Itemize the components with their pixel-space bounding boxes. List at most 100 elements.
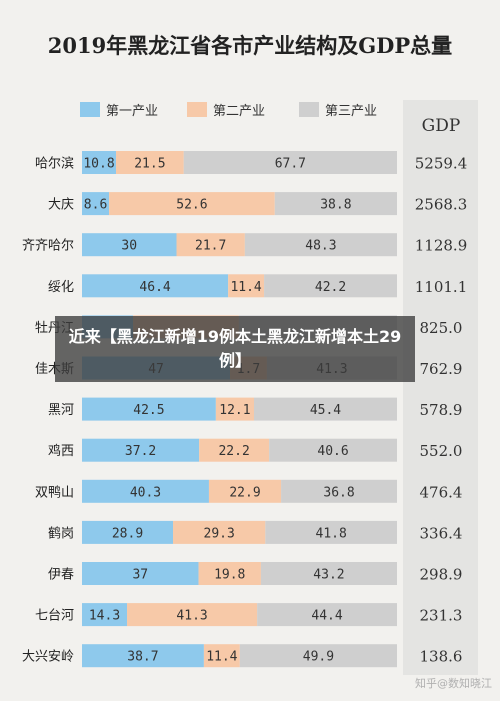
bar-segment: [253, 397, 397, 421]
bar-segment: [82, 274, 229, 298]
data-label: 11.4: [206, 650, 237, 665]
bar-segment: [208, 479, 282, 503]
bar-segment: [82, 151, 117, 174]
data-label: 41.3: [176, 609, 207, 624]
bar-segment: [176, 233, 245, 257]
data-label: 37: [132, 568, 148, 583]
gdp-value: 762.9: [420, 360, 463, 378]
data-label: 11.4: [230, 280, 261, 295]
data-label: 12.1: [219, 403, 250, 418]
bar-segment: [183, 151, 397, 174]
gdp-value: 578.9: [420, 401, 463, 419]
data-label: 14.3: [89, 609, 120, 624]
category-label: 双鸭山: [35, 485, 74, 500]
data-label: 42.2: [315, 280, 346, 295]
gdp-value: 298.9: [420, 566, 463, 584]
legend-label-1: 第一产业: [106, 104, 158, 119]
category-label: 鸡西: [48, 443, 74, 459]
data-label: 30: [121, 239, 137, 254]
bar-segment: [82, 233, 177, 257]
bar-segment: [127, 603, 258, 627]
bar-segment: [281, 479, 397, 503]
data-label: 28.9: [112, 526, 143, 541]
data-label: 29.3: [204, 526, 235, 541]
bar-segment: [269, 438, 397, 462]
category-label: 伊春: [48, 568, 74, 583]
data-label: 22.2: [218, 444, 249, 459]
data-label: 42.5: [133, 403, 164, 418]
bar-segment: [82, 562, 199, 585]
bar-segment: [82, 479, 209, 503]
category-label: 大兴安岭: [22, 650, 74, 665]
watermark: 知乎@数知晓江: [415, 677, 492, 690]
gdp-column-panel: [403, 100, 478, 675]
bar-segment: [199, 438, 270, 462]
data-label: 52.6: [176, 198, 207, 213]
data-label: 46.4: [139, 280, 170, 295]
data-label: 44.4: [311, 609, 342, 624]
legend-label-3: 第三产业: [325, 104, 377, 119]
news-overlay-text: 近来【黑龙江新增19例本土黑龙江新增本土29例】: [68, 327, 402, 370]
bar-segment: [82, 192, 110, 216]
gdp-value: 336.4: [420, 524, 463, 542]
gdp-value: 2568.3: [415, 196, 468, 214]
gdp-value: 138.6: [420, 648, 463, 666]
data-label: 8.6: [84, 198, 107, 213]
gdp-value: 552.0: [420, 442, 463, 460]
bar-segment: [198, 562, 261, 585]
data-label: 41.8: [316, 526, 347, 541]
data-label: 48.3: [305, 239, 336, 254]
data-label: 22.9: [229, 485, 260, 500]
bar-segment: [215, 397, 254, 421]
data-label: 40.6: [317, 444, 348, 459]
bar-segment: [116, 151, 184, 174]
bar-segment: [260, 562, 397, 585]
data-label: 36.8: [323, 485, 354, 500]
bar-segment: [82, 603, 128, 627]
bar-segment: [264, 274, 397, 298]
legend-label-2: 第二产业: [213, 104, 265, 119]
legend-swatch-3: [299, 102, 319, 117]
legend-swatch-2: [187, 102, 207, 117]
data-label: 19.8: [214, 568, 245, 583]
bar-segment: [244, 233, 397, 257]
data-label: 21.7: [195, 239, 226, 254]
bar-segment: [109, 192, 275, 216]
category-label: 鹤岗: [48, 525, 74, 541]
chart-title: 2019年黑龙江省各市产业结构及GDP总量: [47, 33, 453, 58]
category-label: 大庆: [48, 198, 74, 213]
bar-segment: [82, 520, 174, 544]
data-label: 67.7: [275, 157, 306, 172]
gdp-header: GDP: [422, 116, 461, 136]
data-label: 49.9: [303, 650, 334, 665]
data-label: 38.8: [320, 198, 351, 213]
data-label: 45.4: [310, 403, 341, 418]
category-label: 绥化: [48, 280, 74, 295]
category-label: 哈尔滨: [35, 156, 74, 172]
data-label: 43.2: [313, 568, 344, 583]
bar-segment: [82, 644, 204, 668]
data-label: 21.5: [134, 157, 165, 172]
legend-swatch-1: [80, 102, 100, 117]
gdp-value: 476.4: [420, 483, 463, 501]
category-label: 齐齐哈尔: [22, 238, 74, 254]
gdp-value: 1128.9: [415, 237, 468, 255]
data-label: 10.8: [83, 157, 114, 172]
bar-segment: [82, 397, 216, 421]
bar-segment: [265, 520, 397, 544]
bar-segment: [173, 520, 266, 544]
gdp-value: 1101.1: [415, 278, 468, 296]
category-label: 七台河: [35, 609, 74, 624]
gdp-value: 5259.4: [415, 155, 468, 173]
gdp-value: 825.0: [420, 319, 463, 337]
data-label: 38.7: [127, 650, 158, 665]
data-label: 37.2: [125, 444, 156, 459]
bar-segment: [239, 644, 397, 668]
bar-segment: [274, 192, 397, 216]
bar-segment: [203, 644, 240, 668]
bar-segment: [257, 603, 397, 627]
bar-segment: [82, 438, 200, 462]
bar-segment: [228, 274, 265, 298]
data-label: 40.3: [130, 485, 161, 500]
news-overlay-banner[interactable]: 近来【黑龙江新增19例本土黑龙江新增本土29例】: [55, 316, 415, 382]
